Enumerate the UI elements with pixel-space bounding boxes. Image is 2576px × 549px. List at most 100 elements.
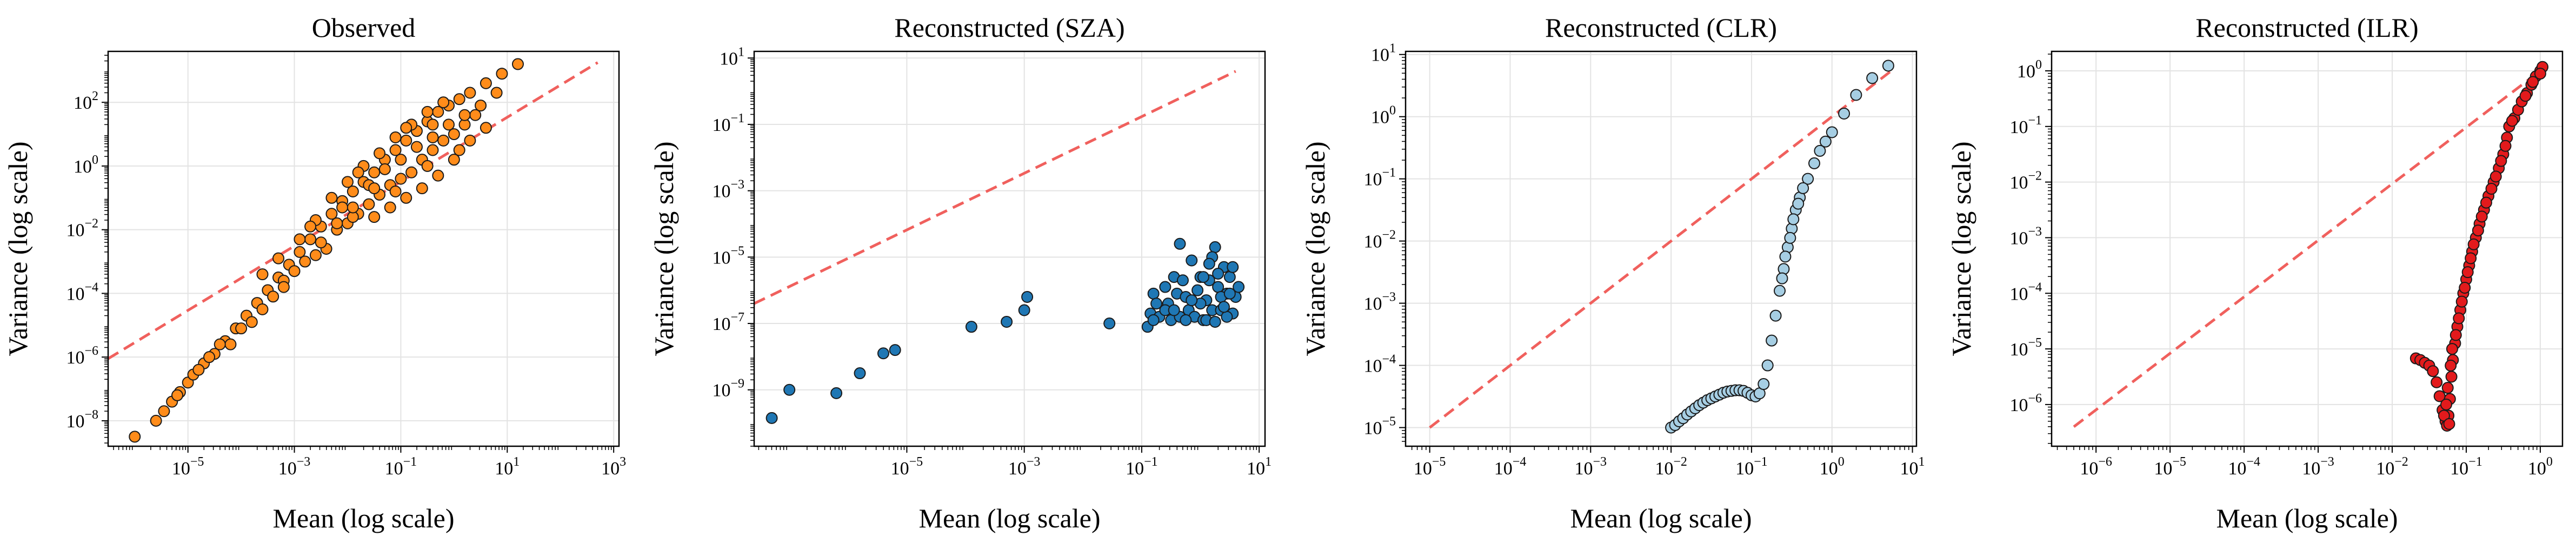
data-point [256,303,269,315]
plot-frame [2051,50,2564,447]
data-point [158,405,170,418]
data-point [448,128,460,141]
data-point [443,118,455,131]
data-point [1223,271,1236,283]
data-point [400,191,412,204]
data-point [384,201,396,214]
data-point [889,344,901,356]
data-point [1826,126,1838,138]
x-axis-label: Mean (log scale) [919,503,1101,533]
data-point [347,201,359,214]
data-point [1776,272,1788,285]
data-point [1838,107,1851,120]
plot-frame [107,50,620,447]
data-point [299,255,311,268]
data-point [1787,213,1800,226]
data-point [304,220,317,233]
y-tick-label: 10−8 [66,408,98,432]
data-point [395,173,407,185]
data-point [1797,182,1809,194]
x-tick-label: 10−3 [278,455,311,479]
y-axis-label: Variance (log scale) [1300,142,1330,356]
data-point [150,414,162,427]
data-point [2440,398,2452,411]
x-axis-label: Mean (log scale) [2216,503,2398,533]
x-tick-label: 10−6 [2080,455,2112,479]
scatter-series [129,58,524,443]
y-tick-label: 10−4 [2009,280,2042,304]
data-point [1103,318,1116,330]
data-point [877,347,889,360]
data-point [1761,359,1774,372]
data-point [389,131,402,143]
data-point [1769,309,1782,322]
data-point [416,182,428,195]
y-tick-label: 10−3 [1363,290,1396,314]
y-tick-label: 10−2 [66,217,98,241]
data-point [1021,290,1034,303]
data-point [389,144,402,156]
data-point [374,147,386,160]
data-point [235,322,248,335]
data-point [2461,266,2474,279]
x-tick-label: 10−1 [2450,455,2482,479]
data-point [1209,315,1221,328]
plot-frame [1405,50,1918,447]
data-point [2453,312,2465,325]
x-tick-label: 10−2 [1655,455,1687,479]
data-point [325,191,338,204]
reference-line [754,70,1236,305]
chart-panel-1: 10−5 10−3 10−1 101 103 10−8 10−6 10−4 10−2 100 102… [3,12,626,533]
y-tick-label: 102 [74,89,98,113]
data-point [448,154,460,166]
data-point [368,211,381,223]
data-point [129,431,141,443]
data-point [1174,237,1186,250]
x-tick-label: 101 [1900,455,1925,479]
data-point [2465,252,2477,264]
data-point [437,134,450,147]
y-tick-label: 101 [1371,42,1396,65]
data-point [171,389,183,401]
data-point [437,96,450,109]
data-point [1758,378,1770,391]
y-tick-label: 10−1 [2009,114,2042,137]
data-point [294,233,306,246]
data-point [469,109,482,121]
data-point [427,144,439,156]
data-point [304,233,317,246]
data-point [1176,274,1189,287]
y-tick-label: 10−2 [1363,228,1396,252]
data-point [1784,231,1796,244]
data-point [352,166,364,178]
data-point [1159,281,1171,293]
data-point [2475,210,2488,223]
x-tick-label: 10−5 [891,455,923,479]
y-tick-label: 10−3 [712,178,744,202]
data-point [1217,301,1230,313]
y-tick-label: 100 [2017,58,2042,82]
data-point [458,109,471,121]
data-point [511,58,524,70]
data-point [1223,287,1236,300]
data-point [1221,310,1233,323]
y-tick-label: 10−1 [712,111,744,135]
reference-line [2073,69,2541,428]
data-point [1018,304,1030,316]
x-tick-label: 103 [601,455,626,479]
data-point [464,87,476,99]
chart-panel-3: 10−5 10−4 10−3 10−2 10−1 100 101 10−5 10−4 10−3 10… [1300,12,1925,533]
data-point [421,160,434,172]
data-point [1147,287,1160,300]
y-tick-label: 10−9 [712,377,744,401]
data-point [368,182,381,195]
y-tick-label: 100 [1371,104,1396,128]
plot-frame [753,50,1266,447]
data-point [427,131,439,143]
data-point [331,217,343,229]
x-tick-label: 100 [1820,455,1845,479]
data-point [315,236,327,249]
data-point [2449,329,2462,341]
